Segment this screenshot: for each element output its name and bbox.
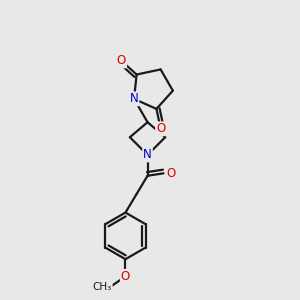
Text: O: O bbox=[117, 54, 126, 68]
Text: CH₃: CH₃ bbox=[92, 282, 112, 292]
Text: O: O bbox=[156, 122, 165, 135]
Text: N: N bbox=[143, 148, 152, 161]
Text: O: O bbox=[121, 270, 130, 283]
Text: O: O bbox=[166, 167, 176, 180]
Text: N: N bbox=[130, 92, 138, 105]
